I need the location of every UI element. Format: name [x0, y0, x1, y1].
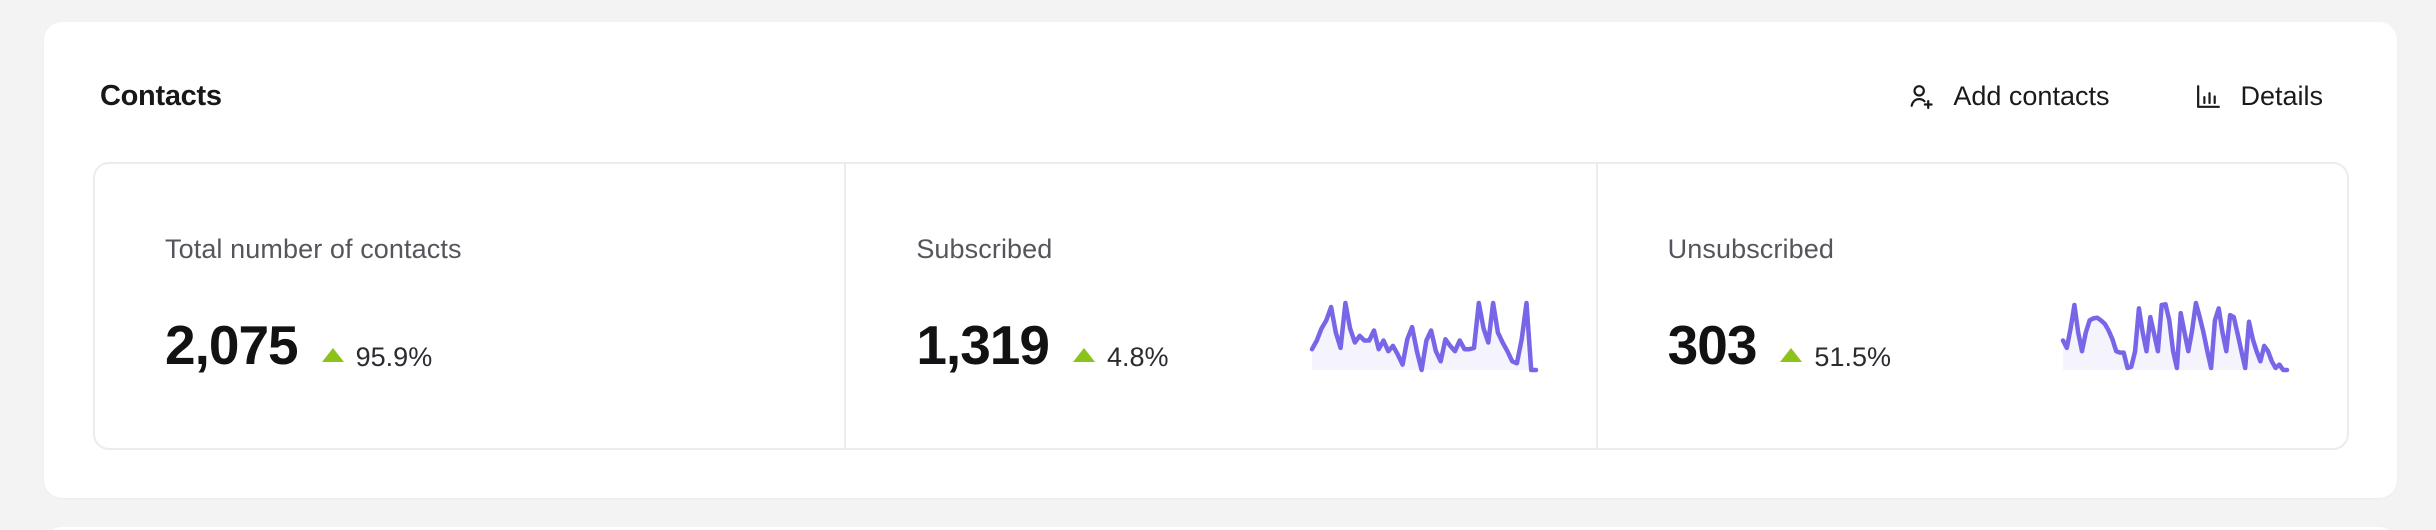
stats-container: Total number of contacts 2,075 95.9% Sub… [93, 162, 2349, 450]
bar-chart-icon [2193, 81, 2224, 112]
stat-row: 2,075 95.9% [165, 315, 844, 376]
page-title: Contacts [100, 80, 222, 112]
stat-unsubscribed: Unsubscribed 303 51.5% [1595, 164, 2347, 448]
contacts-panel: Contacts Add contacts [44, 22, 2397, 498]
stat-change-value: 95.9% [355, 341, 433, 372]
stat-change-value: 51.5% [1814, 341, 1891, 372]
panel-actions: Add contacts Details [1906, 81, 2323, 112]
stat-total-contacts: Total number of contacts 2,075 95.9% [95, 164, 844, 448]
stat-row: 1,319 4.8% [916, 315, 1595, 376]
add-contacts-button[interactable]: Add contacts [1906, 81, 2109, 112]
stat-label: Total number of contacts [165, 234, 462, 264]
stat-label: Subscribed [916, 234, 1053, 264]
user-plus-icon [1906, 81, 1937, 112]
trend-up-icon [1780, 348, 1803, 362]
unsubscribed-sparkline [2060, 300, 2290, 374]
stat-value: 303 [1667, 314, 1758, 376]
add-contacts-label: Add contacts [1953, 81, 2110, 111]
subscribed-sparkline [1309, 300, 1538, 374]
trend-up-icon [321, 348, 344, 362]
stat-value: 2,075 [165, 314, 299, 376]
stat-change: 95.9% [321, 341, 433, 373]
panel-header: Contacts Add contacts [44, 22, 2397, 113]
stat-subscribed: Subscribed 1,319 4.8% [844, 164, 1595, 448]
details-label: Details [2240, 81, 2323, 111]
trend-up-icon [1072, 348, 1095, 362]
stat-change: 51.5% [1780, 342, 1891, 373]
details-button[interactable]: Details [2193, 81, 2323, 112]
stat-row: 303 51.5% [1668, 315, 2347, 376]
next-card-edge [44, 527, 2397, 530]
stat-value: 1,319 [916, 314, 1050, 376]
stat-change-value: 4.8% [1106, 341, 1169, 372]
stat-change: 4.8% [1072, 341, 1169, 373]
stat-label: Unsubscribed [1667, 234, 1834, 264]
